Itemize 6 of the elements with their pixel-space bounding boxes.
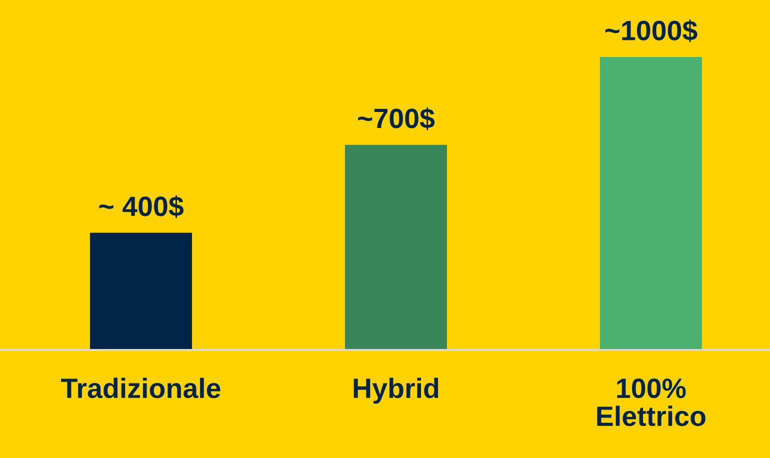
data-label: ~1000$ [605, 20, 698, 42]
x-tick-label: 100% Elettrico [597, 378, 706, 426]
data-label: ~ 400$ [99, 195, 184, 218]
data-label: ~700$ [358, 107, 435, 130]
x-tick-label: Tradizionale [61, 378, 220, 398]
x-tick-label: Hybrid [354, 378, 438, 404]
